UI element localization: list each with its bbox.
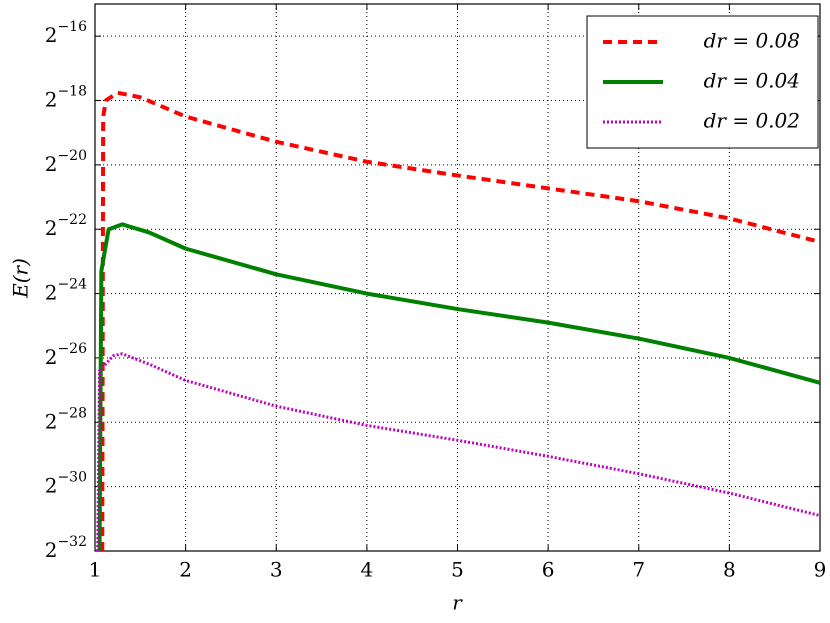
legend-label: dr = 0.02	[704, 109, 800, 133]
x-tick-label: 3	[270, 558, 283, 582]
line-series	[96, 352, 820, 551]
y-axis-label: E(r)	[9, 258, 33, 299]
y-tick-label: 2−26	[45, 341, 87, 369]
y-tick-label: 2−18	[45, 84, 87, 112]
y-tick-label: 2−32	[45, 534, 87, 562]
x-tick-label: 5	[451, 558, 464, 582]
plot-area	[96, 90, 820, 551]
x-tick-label: 9	[814, 558, 827, 582]
x-tick-label: 2	[179, 558, 192, 582]
x-tick-label: 6	[542, 558, 555, 582]
legend-label: dr = 0.08	[704, 29, 800, 53]
y-tick-label: 2−16	[45, 19, 87, 47]
y-tick-label: 2−22	[45, 212, 87, 240]
x-tick-label: 8	[723, 558, 736, 582]
line-series	[100, 90, 820, 551]
plot-frame	[94, 3, 821, 552]
x-tick-label: 1	[89, 558, 102, 582]
x-tick-label: 7	[632, 558, 645, 582]
x-axis-label: r	[452, 591, 463, 615]
y-tick-label: 2−20	[45, 148, 87, 176]
y-tick-label: 2−30	[45, 470, 87, 498]
x-tick-label: 4	[361, 558, 374, 582]
legend-label: dr = 0.04	[704, 69, 800, 93]
y-tick-label: 2−24	[45, 277, 87, 305]
y-tick-label: 2−28	[45, 405, 87, 433]
line-series	[97, 222, 820, 551]
